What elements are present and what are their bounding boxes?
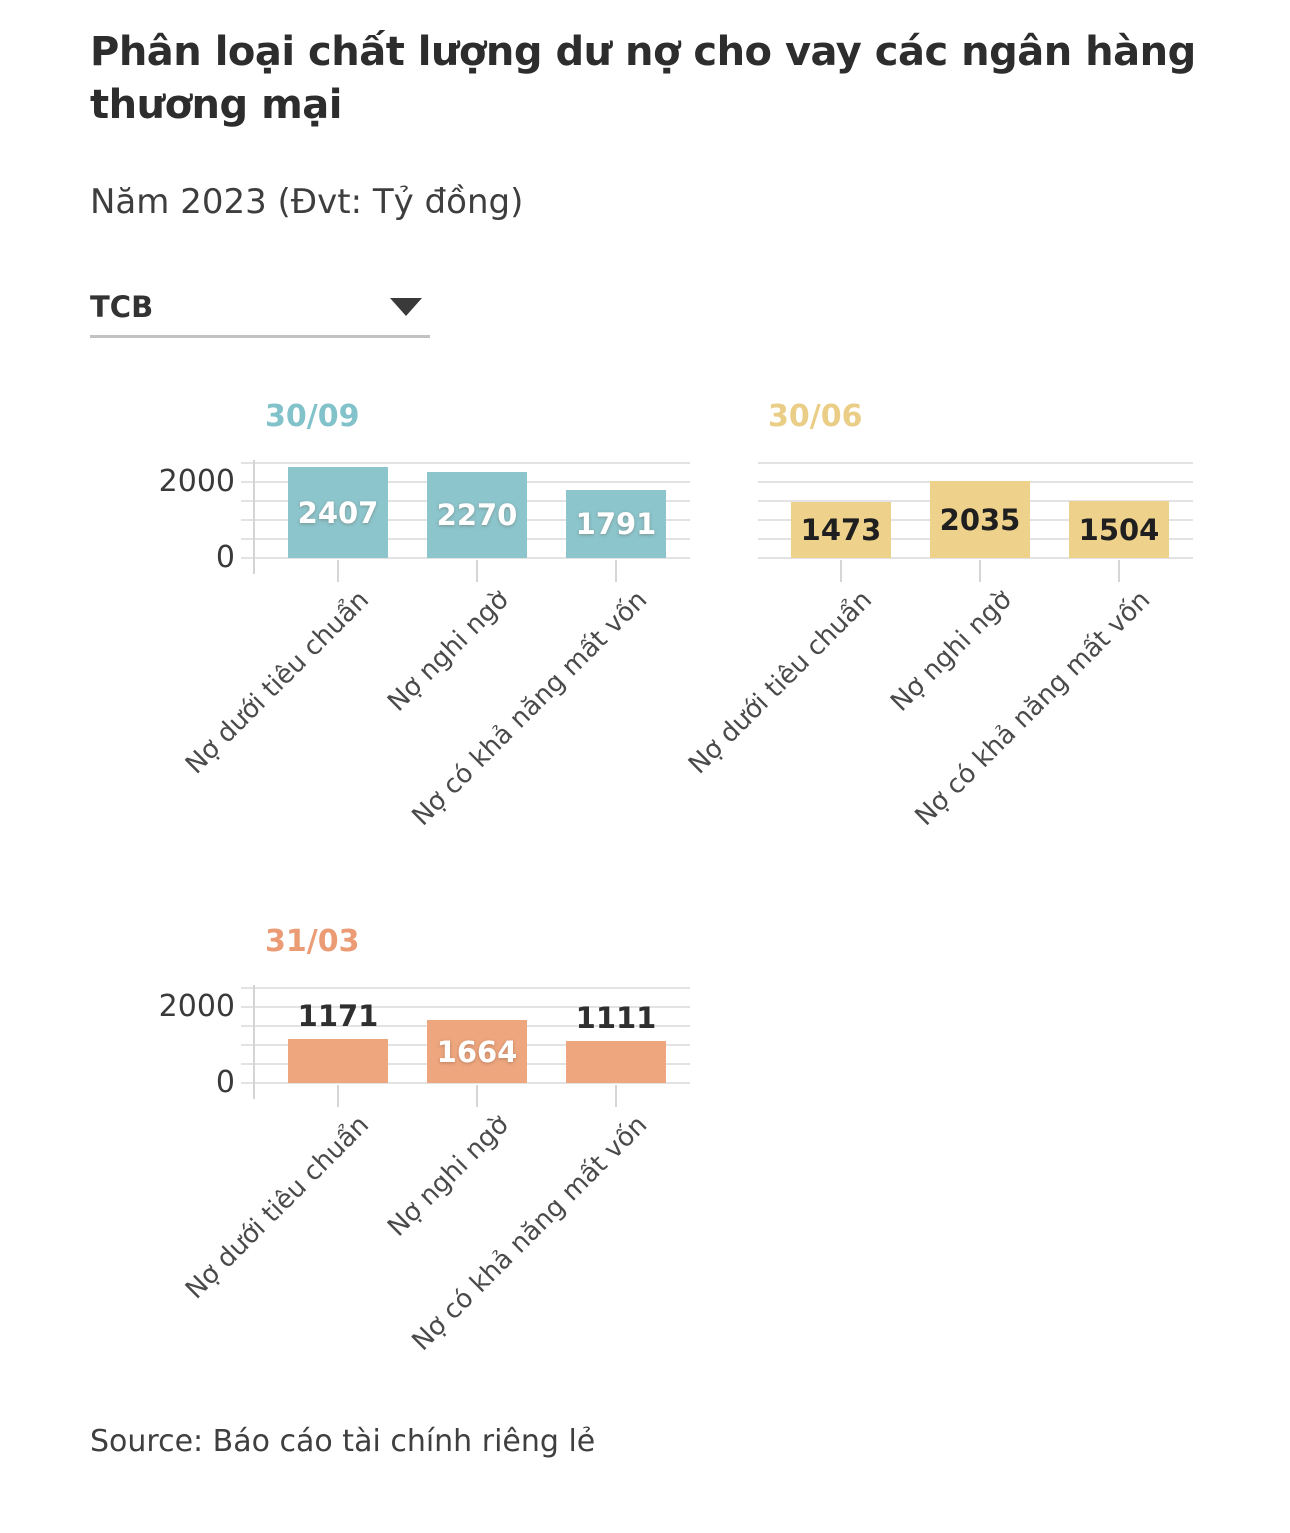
bar: 2407 xyxy=(288,467,388,558)
bar: 1111 xyxy=(566,1001,666,1083)
x-axis-category-label: Nợ có khả năng mất vốn xyxy=(406,585,654,832)
bar: 1473 xyxy=(791,502,891,558)
chart-panel-title: 31/03 xyxy=(265,924,360,959)
page-subtitle: Năm 2023 (Đvt: Tỷ đồng) xyxy=(90,182,524,222)
bar-value-label: 1171 xyxy=(297,999,379,1033)
bank-select-dropdown[interactable]: TCB xyxy=(90,278,430,338)
y-axis-tick-label: 2000 xyxy=(158,464,235,499)
x-axis-category-label: Nợ dưới tiêu chuẩn xyxy=(683,585,879,781)
x-axis-tick xyxy=(337,1085,339,1107)
plot-area: 1473 Nợ dưới tiêu chuẩn 2035 Nợ nghi ngờ 150… xyxy=(683,462,1193,832)
chart-panel-30-09: 30/09 0 2000 2407 Nợ dưới tiêu chuẩn 2270 Nợ … xyxy=(159,399,690,832)
gridline xyxy=(241,462,690,464)
x-axis-tick xyxy=(1118,560,1120,582)
gridline xyxy=(241,1082,690,1084)
gridline xyxy=(758,557,1193,559)
x-axis-tick xyxy=(476,1085,478,1107)
bar-value-label: 1791 xyxy=(575,507,657,541)
x-axis-tick xyxy=(337,560,339,582)
bar-value-label: 2407 xyxy=(297,495,379,530)
x-axis-tick xyxy=(840,560,842,582)
x-axis-category-label: Nợ nghi ngờ xyxy=(884,585,1018,718)
source-text: Source: Báo cáo tài chính riêng lẻ xyxy=(90,1424,596,1459)
y-axis-tick-label: 0 xyxy=(215,1065,235,1100)
x-axis-category-label: Nợ có khả năng mất vốn xyxy=(909,585,1157,832)
bar-value-label: 1504 xyxy=(1078,512,1160,547)
y-axis-tick-label: 0 xyxy=(215,540,235,575)
x-axis-tick xyxy=(615,560,617,582)
chart-panel-31-03: 31/03 0 2000 1171 Nợ dưới tiêu chuẩn 1664 Nợ … xyxy=(159,924,690,1357)
gridline xyxy=(241,557,690,559)
x-axis-tick xyxy=(476,560,478,582)
gridline xyxy=(241,1006,690,1008)
bar: 1504 xyxy=(1069,501,1169,558)
gridline xyxy=(758,462,1193,464)
x-axis-category-label: Nợ dưới tiêu chuẩn xyxy=(180,1110,376,1306)
bar: 2270 xyxy=(427,472,527,558)
y-axis-line xyxy=(253,460,255,574)
bar-value-label: 2035 xyxy=(939,502,1021,537)
bar: 1171 xyxy=(288,999,388,1083)
gridline xyxy=(241,987,690,989)
x-axis-tick xyxy=(615,1085,617,1107)
x-axis-category-label: Nợ dưới tiêu chuẩn xyxy=(180,585,376,781)
plot-area: 0 2000 1171 Nợ dưới tiêu chuẩn 1664 Nợ nghi n… xyxy=(159,985,690,1357)
x-axis-tick xyxy=(979,560,981,582)
bar-value-label: 1473 xyxy=(800,513,882,547)
chart-panel-title: 30/09 xyxy=(265,399,360,434)
x-axis-category-label: Nợ có khả năng mất vốn xyxy=(406,1110,654,1357)
bar-value-label: 1664 xyxy=(436,1034,518,1069)
y-axis-tick-label: 2000 xyxy=(158,989,235,1024)
plot-area: 0 2000 2407 Nợ dưới tiêu chuẩn 2270 Nợ nghi n… xyxy=(159,460,690,832)
bar-value-label: 1111 xyxy=(575,1001,657,1035)
bar: 1791 xyxy=(566,490,666,558)
bar-value-label: 2270 xyxy=(436,498,518,532)
bar: 2035 xyxy=(930,481,1030,558)
x-axis-category-label: Nợ nghi ngờ xyxy=(381,1110,515,1243)
chart-panel-title: 30/06 xyxy=(768,399,863,434)
y-axis-line xyxy=(253,985,255,1099)
chevron-down-icon xyxy=(390,297,422,316)
page-title: Phân loại chất lượng dư nợ cho vay các n… xyxy=(90,29,1196,129)
bank-select-value: TCB xyxy=(90,289,154,324)
bar: 1664 xyxy=(427,1020,527,1083)
x-axis-category-label: Nợ nghi ngờ xyxy=(381,585,515,718)
chart-panel-30-06: 30/06 1473 Nợ dưới tiêu chuẩn 2035 Nợ nghi … xyxy=(683,399,1193,832)
